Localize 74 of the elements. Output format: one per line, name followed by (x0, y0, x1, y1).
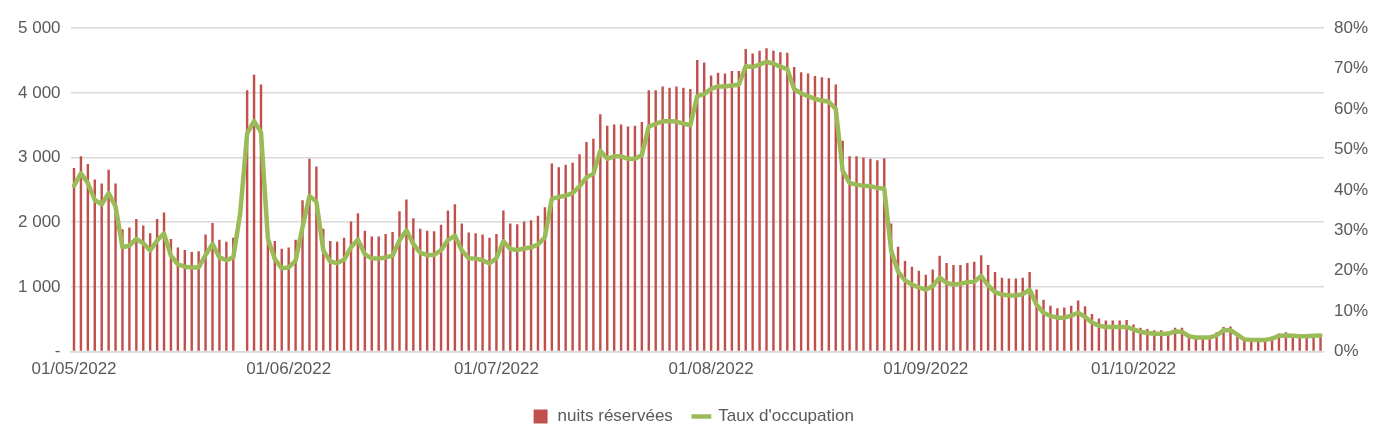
bar (931, 269, 934, 351)
x-tick-label: 01/05/2022 (31, 359, 117, 379)
bar (779, 52, 782, 351)
y-tick-label: 4 000 (17, 82, 61, 102)
bar (945, 262, 948, 351)
bar (405, 199, 408, 351)
x-tick-label: 01/07/2022 (453, 359, 539, 379)
y-tick-label: 2 000 (17, 211, 61, 231)
bar (668, 87, 671, 351)
bar (218, 239, 221, 351)
bar (952, 264, 955, 351)
bar (599, 114, 602, 351)
bar (938, 255, 941, 351)
bar (571, 162, 574, 351)
bar (855, 156, 858, 351)
legend-label: Taux d'occupation (718, 406, 854, 426)
bar (100, 183, 103, 351)
legend-label: nuits réservées (557, 406, 673, 426)
y2-tick-label: 20% (1333, 260, 1369, 280)
bar (592, 138, 595, 351)
bar (128, 227, 131, 351)
bar (869, 158, 872, 351)
bar (682, 87, 685, 351)
y2-tick-label: 0% (1333, 341, 1359, 361)
y2-tick-label: 10% (1333, 300, 1369, 320)
bar (308, 158, 311, 351)
bar (675, 86, 678, 351)
bar (862, 157, 865, 351)
x-tick-label: 01/10/2022 (1090, 359, 1177, 379)
bar (377, 236, 380, 351)
bar (225, 241, 228, 351)
bar (1028, 272, 1031, 351)
y-tick-label: 5 000 (17, 17, 61, 37)
y2-tick-label: 60% (1333, 98, 1369, 118)
y2-tick-label: 30% (1333, 220, 1369, 240)
bar (135, 219, 138, 351)
y2-tick-label: 50% (1333, 139, 1369, 159)
bar (959, 264, 962, 351)
y2-tick-label: 40% (1333, 179, 1369, 199)
y-tick-label: 1 000 (17, 276, 61, 296)
bar (585, 142, 588, 351)
bar (502, 210, 505, 351)
bar (391, 231, 394, 351)
bar (495, 233, 498, 351)
bar (689, 89, 692, 351)
bar (765, 48, 768, 351)
bar (384, 233, 387, 351)
bar (578, 154, 581, 351)
bar (398, 211, 401, 351)
bar (107, 169, 110, 351)
y-tick-label: 3 000 (17, 147, 61, 167)
bar (564, 164, 567, 351)
bar (412, 218, 415, 351)
y2-tick-label: 80% (1333, 17, 1369, 37)
bar (966, 262, 969, 351)
bar (751, 53, 754, 351)
bar (848, 156, 851, 351)
bar (211, 222, 214, 351)
bar (474, 233, 477, 351)
bar (481, 234, 484, 351)
x-tick-label: 01/06/2022 (246, 359, 332, 379)
bar (661, 86, 664, 351)
bar (758, 50, 761, 351)
bar (654, 90, 657, 351)
y-tick-label: - (54, 341, 61, 361)
bar (287, 247, 290, 351)
bar (488, 237, 491, 351)
bar (197, 251, 200, 351)
x-tick-label: 01/09/2022 (883, 359, 969, 379)
bar (772, 50, 775, 351)
bar (204, 234, 207, 351)
bar (876, 160, 879, 351)
x-tick-label: 01/08/2022 (668, 359, 754, 379)
y2-tick-label: 70% (1333, 58, 1369, 78)
